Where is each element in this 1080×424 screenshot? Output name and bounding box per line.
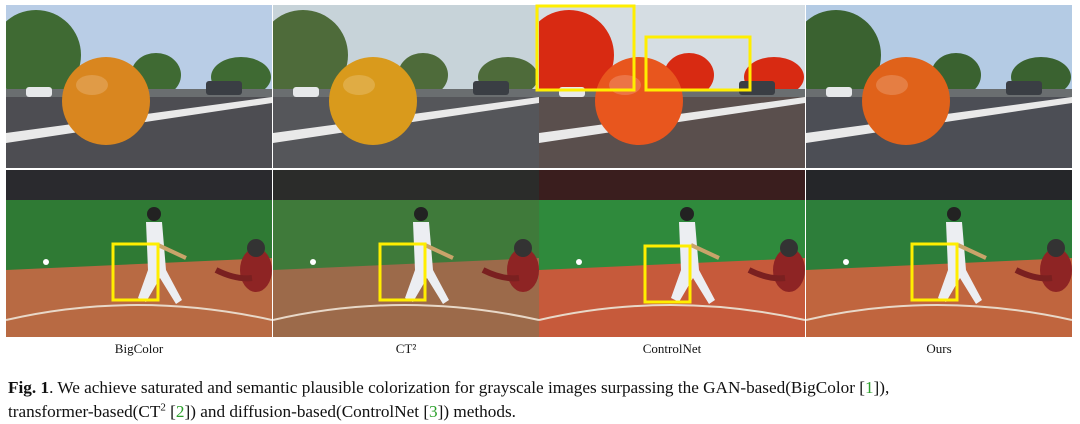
caption: Fig. 1. We achieve saturated and semanti…	[8, 376, 1076, 424]
caption-text: ]) methods.	[437, 402, 516, 421]
column-label: CT²	[395, 341, 417, 356]
caption-text: . We achieve saturated and semantic plau…	[49, 378, 865, 397]
caption-text: [	[165, 402, 176, 421]
caption-figure-number: Fig. 1	[8, 378, 50, 397]
citation[interactable]: 1	[864, 378, 874, 397]
image-grid	[6, 4, 1072, 340]
column-label: ControlNet	[642, 341, 702, 356]
citation[interactable]: 3	[429, 402, 438, 421]
caption-superscript: 2	[160, 401, 166, 414]
caption-text: transformer-based(CT	[8, 402, 161, 421]
column-label: BigColor	[114, 341, 164, 356]
caption-text: ]) and diffusion-based(ControlNet [	[184, 402, 430, 421]
citation[interactable]: 2	[175, 402, 185, 421]
column-label: Ours	[926, 341, 952, 356]
caption-text: ]),	[873, 378, 890, 397]
